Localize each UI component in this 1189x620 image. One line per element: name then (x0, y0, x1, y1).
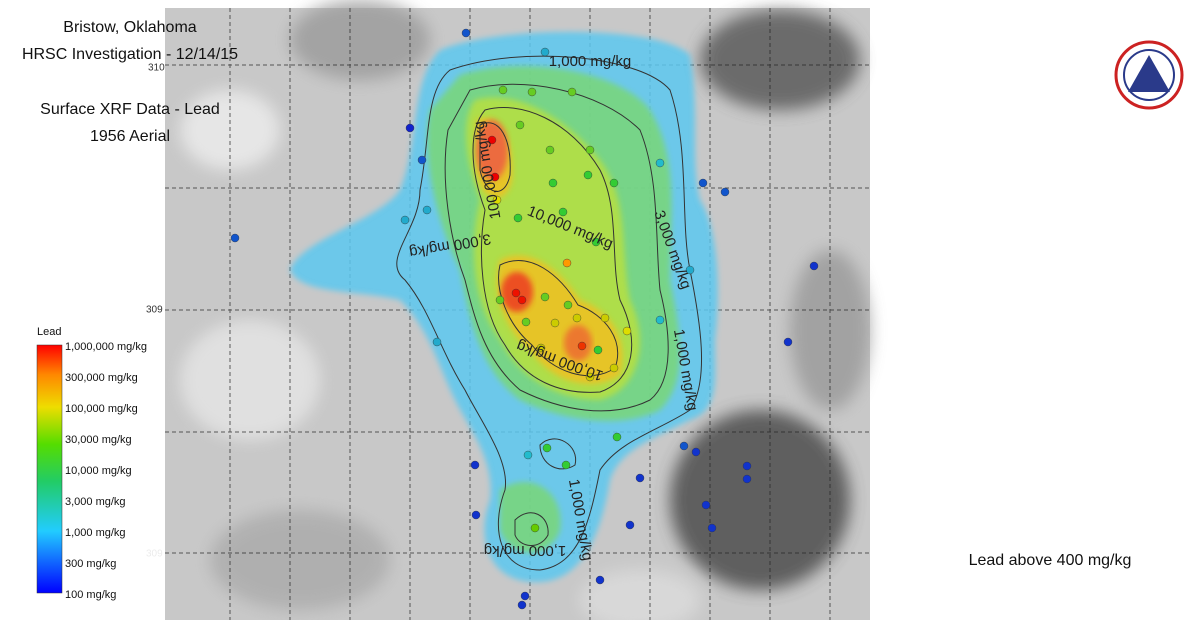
sample-point (531, 524, 539, 532)
sample-point (499, 86, 507, 94)
sample-point (514, 214, 522, 222)
sample-point (708, 524, 716, 532)
sample-point (784, 338, 792, 346)
sample-point (549, 179, 557, 187)
sample-point (524, 451, 532, 459)
site-location: Bristow, Oklahoma (63, 19, 196, 36)
sample-point (721, 188, 729, 196)
sample-point (563, 259, 571, 267)
sample-point (522, 318, 530, 326)
sample-point (472, 511, 480, 519)
sample-point (516, 121, 524, 129)
sample-point (521, 592, 529, 600)
sample-point (401, 216, 409, 224)
sample-point (584, 171, 592, 179)
page: 1,000 mg/kg 10,000 mg/kg 3,000 mg/kg 100… (0, 0, 1189, 620)
sample-point (743, 475, 751, 483)
dataset: Surface XRF Data - Lead (40, 101, 220, 118)
sample-point (743, 462, 751, 470)
legend-label: 1,000,000 mg/kg (65, 341, 147, 353)
sample-point (231, 234, 239, 242)
sample-point (496, 296, 504, 304)
sample-point (610, 364, 618, 372)
sample-point (433, 338, 441, 346)
legend-label: 10,000 mg/kg (65, 465, 132, 477)
sample-point (551, 319, 559, 327)
axis-label: 310 (148, 63, 165, 74)
sample-point (692, 448, 700, 456)
sample-point (699, 179, 707, 187)
sample-point (610, 179, 618, 187)
sample-point (418, 156, 426, 164)
sample-point (810, 262, 818, 270)
sample-point (512, 289, 520, 297)
sample-point (573, 314, 581, 322)
sample-point (518, 601, 526, 609)
sample-point (568, 88, 576, 96)
sample-point (543, 444, 551, 452)
contour-label: 1,000 mg/kg (484, 542, 567, 559)
sample-point (613, 433, 621, 441)
sample-point (626, 521, 634, 529)
epa-logo (1116, 42, 1182, 108)
sample-point (680, 442, 688, 450)
sample-point (546, 146, 554, 154)
sample-point (656, 159, 664, 167)
sample-point (586, 146, 594, 154)
sample-point (578, 342, 586, 350)
legend: Lead 1,000,000 mg/kg 300,000 mg/kg 100,000… (30, 325, 165, 605)
sample-point (423, 206, 431, 214)
contour-label: 1,000 mg/kg (549, 53, 632, 70)
legend-label: 300,000 mg/kg (65, 372, 138, 384)
sample-point (702, 501, 710, 509)
sample-point (471, 461, 479, 469)
sample-point (528, 88, 536, 96)
sample-point (601, 314, 609, 322)
sample-point (623, 327, 631, 335)
sample-point (562, 461, 570, 469)
legend-label: 3,000 mg/kg (65, 496, 126, 508)
sample-point (636, 474, 644, 482)
basemap: 1956 Aerial (90, 128, 170, 145)
sample-point (541, 293, 549, 301)
legend-label: 100,000 mg/kg (65, 403, 138, 415)
legend-label: 30,000 mg/kg (65, 434, 132, 446)
legend-label: 100 mg/kg (65, 589, 116, 601)
legend-label: 1,000 mg/kg (65, 527, 126, 539)
sample-point (518, 296, 526, 304)
sample-point (594, 346, 602, 354)
axis-label: 309 (146, 305, 163, 316)
caption: Lead above 400 mg/kg (969, 552, 1132, 569)
sample-point (406, 124, 414, 132)
legend-title: Lead (37, 326, 61, 338)
sample-point (596, 576, 604, 584)
investigation: HRSC Investigation - 12/14/15 (22, 46, 238, 63)
sample-point (462, 29, 470, 37)
sample-point (656, 316, 664, 324)
sample-point (564, 301, 572, 309)
legend-label: 300 mg/kg (65, 558, 116, 570)
